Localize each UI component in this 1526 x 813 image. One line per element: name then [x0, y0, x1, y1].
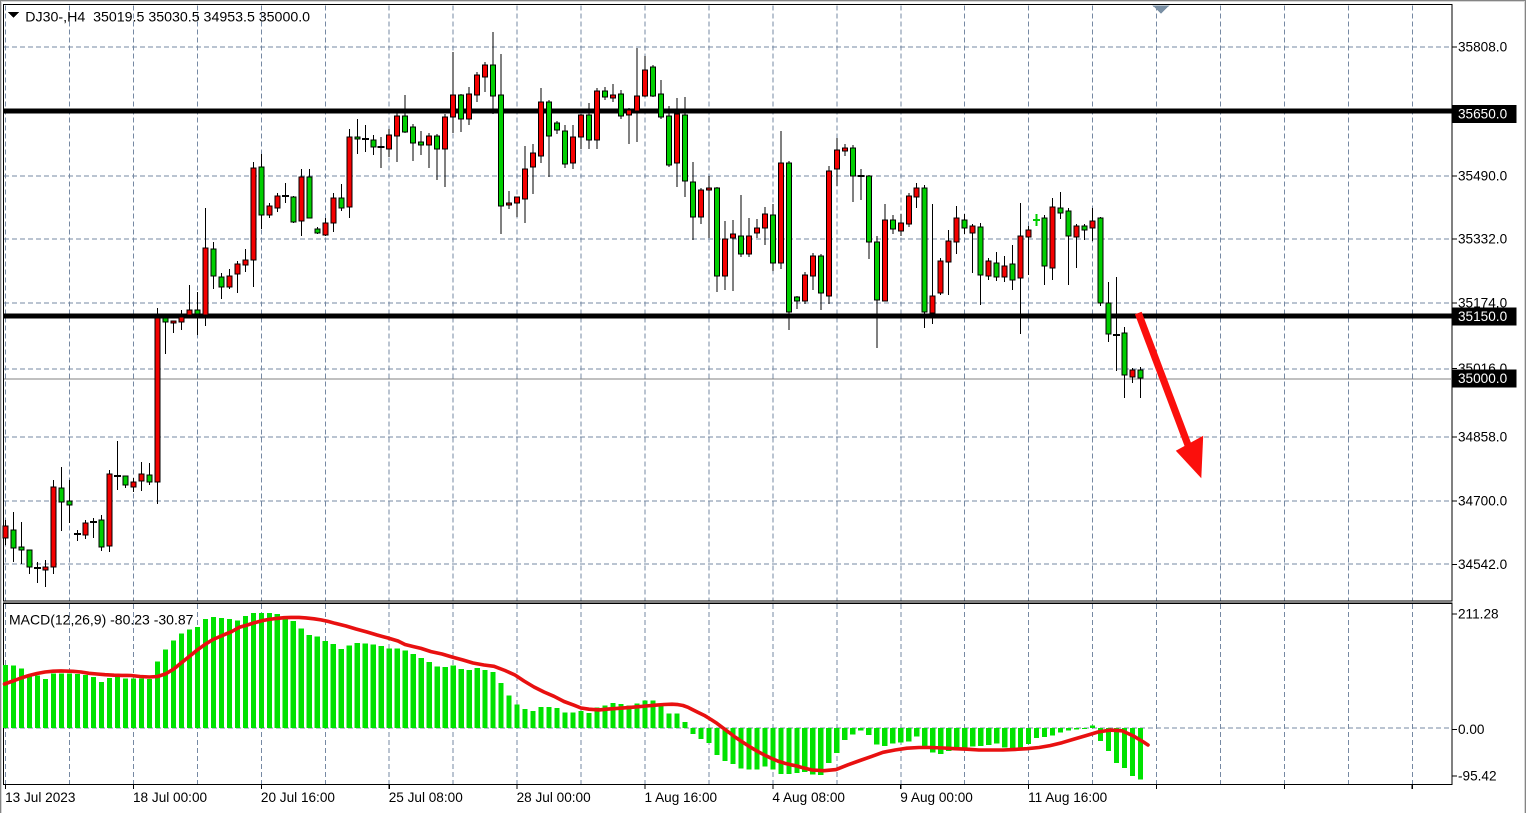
- svg-text:35650.0: 35650.0: [1458, 107, 1508, 122]
- svg-text:211.28: 211.28: [1458, 607, 1499, 622]
- svg-text:25 Jul 08:00: 25 Jul 08:00: [389, 790, 464, 805]
- svg-text:9 Aug 00:00: 9 Aug 00:00: [900, 790, 973, 805]
- svg-text:35490.0: 35490.0: [1458, 169, 1508, 184]
- svg-text:DJ30-,H4 35019.5 35030.5 3495: DJ30-,H4 35019.5 35030.5 34953.5 35000.0: [25, 10, 310, 26]
- svg-text:18 Jul 00:00: 18 Jul 00:00: [133, 790, 208, 805]
- svg-text:4 Aug 08:00: 4 Aug 08:00: [772, 790, 845, 805]
- svg-text:34542.0: 34542.0: [1458, 557, 1508, 572]
- svg-text:11 Aug 16:00: 11 Aug 16:00: [1028, 790, 1108, 805]
- svg-text:1 Aug 16:00: 1 Aug 16:00: [645, 790, 718, 805]
- svg-text:35000.0: 35000.0: [1458, 371, 1508, 386]
- svg-text:35332.0: 35332.0: [1458, 232, 1508, 247]
- svg-text:20 Jul 16:00: 20 Jul 16:00: [261, 790, 336, 805]
- svg-text:-95.42: -95.42: [1458, 769, 1497, 784]
- svg-text:35174.0: 35174.0: [1458, 296, 1508, 311]
- svg-text:28 Jul 00:00: 28 Jul 00:00: [517, 790, 592, 805]
- svg-text:34858.0: 34858.0: [1458, 430, 1508, 445]
- svg-text:34700.0: 34700.0: [1458, 494, 1508, 509]
- svg-text:MACD(12,26,9) -80.23 -30.87: MACD(12,26,9) -80.23 -30.87: [9, 612, 194, 628]
- svg-text:35150.0: 35150.0: [1458, 309, 1508, 324]
- svg-text:0.00: 0.00: [1458, 722, 1485, 737]
- svg-text:35808.0: 35808.0: [1458, 40, 1508, 55]
- svg-text:13 Jul 2023: 13 Jul 2023: [5, 790, 75, 805]
